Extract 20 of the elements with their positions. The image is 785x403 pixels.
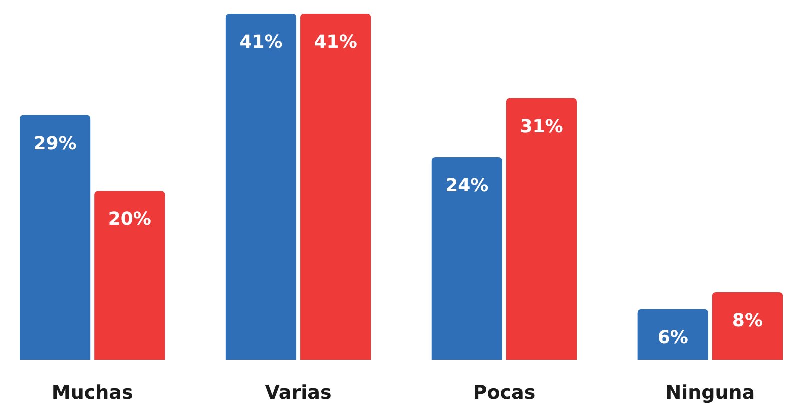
bar [506,98,578,360]
data-label: 41% [314,32,358,53]
bar [94,191,166,360]
bar [300,14,372,360]
data-label: 6% [658,327,688,348]
x-tick-label: Varias [265,382,332,403]
data-label: 24% [446,175,489,196]
x-tick-label: Pocas [473,382,536,403]
data-label: 29% [34,133,77,154]
data-label: 41% [240,32,283,53]
data-label: 20% [108,209,152,230]
bar [432,157,502,360]
data-label: 8% [732,310,763,332]
bar [712,292,783,360]
x-tick-label: Muchas [52,382,134,403]
data-label: 31% [520,116,564,138]
bar [20,115,91,360]
bar [226,14,297,360]
x-tick-label: Ninguna [666,382,756,403]
bar [638,309,708,360]
